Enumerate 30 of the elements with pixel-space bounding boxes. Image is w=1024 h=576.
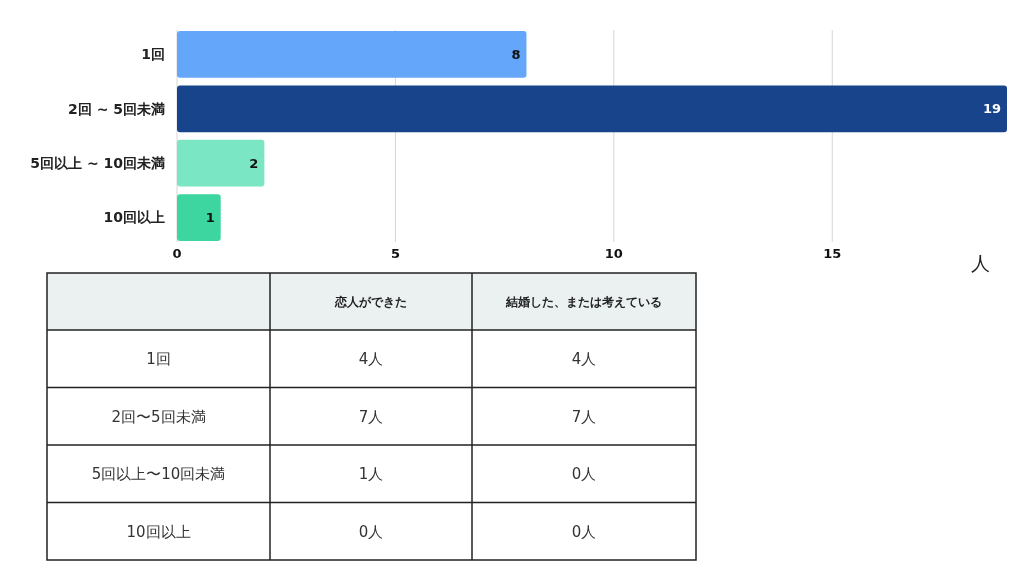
bar (177, 31, 527, 78)
y-tick-label: 1回 (141, 46, 165, 63)
data-label: 0人 (571, 465, 597, 483)
x-tick-label: 0 (172, 246, 182, 261)
category-label: 2回〜5回未満 (111, 407, 206, 426)
data-label: 2 (249, 155, 259, 171)
bar (177, 194, 221, 241)
y-tick-label: 5回以上 ~ 10回未満 (30, 155, 165, 172)
data-label: 1人 (358, 465, 384, 483)
bar (177, 139, 265, 187)
data-label: 7人 (571, 407, 597, 426)
data-label: 4人 (571, 350, 597, 368)
data-label: 19 (982, 101, 1001, 117)
data-label: 7人 (358, 407, 384, 426)
data-label: 4人 (358, 350, 384, 368)
x-tick-label: 15 (823, 246, 842, 261)
y-tick-label: 2回 ~ 5回未満 (68, 100, 165, 117)
data-label: 8 (511, 47, 521, 63)
bar (177, 85, 1007, 133)
x-axis-title: 人 (970, 252, 990, 274)
data-label: 0人 (571, 522, 597, 541)
text: 結婚した、または考えている (505, 294, 662, 309)
data-label: 0人 (358, 522, 384, 541)
x-tick-label: 5 (390, 246, 400, 261)
category-label: 5回以上〜10回未満 (91, 465, 226, 483)
x-tick-label: 10 (604, 246, 623, 261)
text: 恋人ができた (334, 294, 407, 309)
category-label: 10回以上 (126, 522, 191, 541)
data-label: 1 (205, 210, 215, 226)
y-tick-label: 10回以上 (103, 209, 165, 226)
